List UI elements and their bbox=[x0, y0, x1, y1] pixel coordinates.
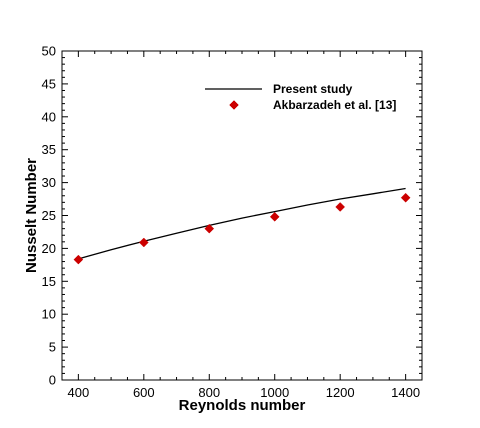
y-tick-label: 35 bbox=[42, 142, 56, 157]
y-tick-label: 30 bbox=[42, 175, 56, 190]
axes: 400 600 800 1000 1200 1400 0 5 10 15 20 25 30 35 40 45 5… bbox=[23, 44, 423, 414]
y-tick-label: 5 bbox=[49, 340, 56, 355]
y-tick-label: 50 bbox=[42, 44, 56, 59]
legend: Present study Akbarzadeh et al. [13] bbox=[205, 82, 396, 112]
x-tick-label: 400 bbox=[68, 385, 90, 400]
legend-label: Present study bbox=[273, 82, 353, 96]
legend-diamond-swatch bbox=[229, 100, 239, 110]
y-tick-label: 0 bbox=[49, 373, 56, 388]
x-tick-label: 1400 bbox=[391, 385, 420, 400]
data-point-akbarzadeh bbox=[204, 223, 215, 234]
x-tick-label: 600 bbox=[133, 385, 155, 400]
y-axis-title: Nusselt Number bbox=[23, 158, 40, 273]
y-tick-label: 15 bbox=[42, 274, 56, 289]
data-point-akbarzadeh bbox=[335, 202, 346, 212]
data-point-akbarzadeh bbox=[73, 254, 84, 265]
legend-label: Akbarzadeh et al. [13] bbox=[273, 98, 396, 112]
x-tick-label: 800 bbox=[198, 385, 220, 400]
plot-series bbox=[73, 187, 411, 265]
y-tick-label: 45 bbox=[42, 76, 56, 91]
y-tick-label: 25 bbox=[42, 208, 56, 223]
data-point-akbarzadeh bbox=[400, 192, 411, 203]
y-tick-label: 40 bbox=[42, 109, 56, 124]
y-tick-label: 10 bbox=[42, 307, 56, 322]
data-point-akbarzadeh bbox=[138, 237, 149, 248]
x-axis-title: Reynolds number bbox=[179, 397, 306, 414]
x-tick-label: 1000 bbox=[260, 385, 289, 400]
data-point-akbarzadeh bbox=[269, 211, 280, 222]
series-line-present-study bbox=[78, 187, 406, 260]
x-tick-label: 1200 bbox=[326, 385, 355, 400]
y-tick-label: 20 bbox=[42, 241, 56, 256]
